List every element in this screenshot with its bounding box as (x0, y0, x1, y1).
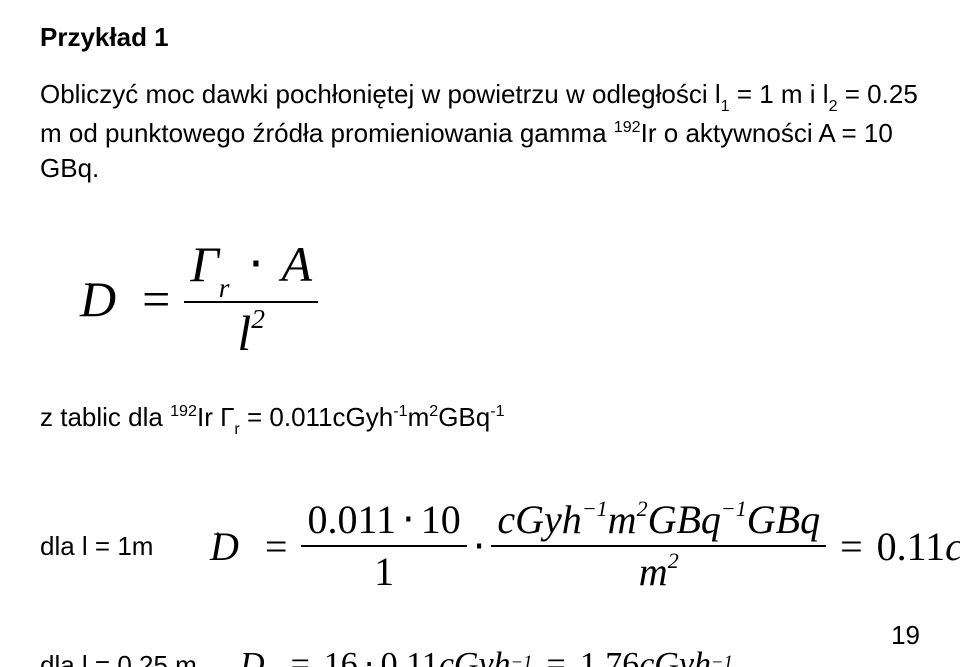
unit: GBq (648, 497, 721, 542)
numerator-units: cGyh−1m2GBq−1GBq (491, 497, 826, 543)
fraction: Γr ⋅ A l2 (184, 236, 318, 362)
num-val: 0.011 (307, 497, 396, 542)
unit: GBq (747, 497, 820, 542)
superscript-2: 2 (251, 303, 265, 334)
subscript-1: 1 (721, 97, 730, 115)
unit: cGyh (439, 646, 511, 667)
unit: cGyh (639, 646, 711, 667)
unit: cGyh (497, 497, 581, 542)
equation-case2: . D = 16 ⋅ 0.11cGyh−1 = 1.76cGyh−1 (240, 645, 733, 667)
denominator-units: m2 (633, 549, 685, 595)
sup-m1: −1 (582, 496, 608, 521)
subscript-r: r (219, 272, 230, 303)
text: GBq (438, 402, 490, 432)
equals-sign: = (840, 523, 863, 570)
superscript-2: 2 (429, 402, 438, 420)
superscript-192: 192 (614, 118, 641, 136)
heading: Przykład 1 (40, 22, 920, 53)
page: Przykład 1 Obliczyć moc dawki pochłonięt… (0, 0, 960, 667)
text: m (408, 402, 430, 432)
tables-line: z tablic dla 192Ir Γr = 0.011cGyh-1m2GBq… (40, 402, 920, 437)
case-025m: dla l = 0.25 m . D = 16 ⋅ 0.11cGyh−1 = 1… (40, 645, 920, 667)
dot-icon: . (86, 261, 93, 293)
para-text: Obliczyć moc dawki pochłoniętej w powiet… (40, 79, 721, 109)
case-label: dla l = 0.25 m (40, 650, 240, 667)
dot-icon: . (215, 515, 221, 541)
num-ten: 10 (421, 497, 461, 542)
sup-m1: −1 (511, 652, 533, 667)
equals-sign: = (547, 646, 566, 667)
text: z tablic dla (40, 402, 170, 432)
text: Ir Γ (197, 402, 234, 432)
case-label: dla l = 1m (40, 531, 210, 562)
result-unit: cGyh (945, 523, 960, 570)
cdot: ⋅ (402, 497, 415, 542)
value: 0.11 (381, 646, 439, 667)
d-dot: . D (240, 646, 265, 667)
para-text: = 1 m i l (730, 79, 829, 109)
superscript-192: 192 (170, 402, 197, 420)
subscript-r: r (234, 420, 239, 438)
fraction-coeff: 0.011⋅10 1 (301, 497, 466, 595)
equals-sign: = (142, 270, 170, 328)
equals-sign: = (265, 523, 288, 570)
value: 1.76 (580, 646, 640, 667)
result-value: 0.11 (877, 523, 946, 570)
subscript-2: 2 (829, 97, 838, 115)
d-dot: . D (210, 523, 239, 570)
sup-m1: −1 (721, 496, 747, 521)
case-1m: dla l = 1m . D = 0.011⋅10 1 ⋅ cGyh−1m2GB… (40, 497, 920, 595)
problem-statement: Obliczyć moc dawki pochłoniętej w powiet… (40, 77, 920, 186)
fraction-bar (301, 545, 466, 547)
sup-m1: −1 (711, 652, 733, 667)
fraction-units: cGyh−1m2GBq−1GBq m2 (491, 497, 826, 595)
d-dot: . D (80, 270, 116, 328)
unit: m (608, 497, 637, 542)
numerator: Γr ⋅ A (184, 236, 318, 299)
fraction-bar (491, 545, 826, 547)
l-symbol: l (237, 305, 251, 361)
page-number: 19 (891, 620, 920, 651)
text: = 0.011cGyh (240, 402, 393, 432)
a-symbol: A (281, 236, 312, 292)
equation-main: . D = Γr ⋅ A l2 (80, 236, 920, 362)
value: 16 (324, 646, 358, 667)
numerator: 0.011⋅10 (301, 497, 466, 543)
equals-sign: = (291, 646, 310, 667)
cdot: ⋅ (248, 236, 264, 292)
sup-2: 2 (637, 496, 648, 521)
cdot: ⋅ (473, 523, 486, 570)
sup-2: 2 (668, 548, 679, 573)
equation-case1: . D = 0.011⋅10 1 ⋅ cGyh−1m2GBq−1GBq m2 (210, 497, 960, 595)
denominator: 1 (368, 549, 400, 595)
unit: m (639, 549, 668, 594)
cdot: ⋅ (364, 645, 375, 667)
superscript-m1: -1 (490, 402, 504, 420)
gamma-symbol: Γ (190, 236, 218, 292)
denominator: l2 (231, 305, 271, 363)
dot-icon: . (244, 640, 249, 662)
superscript-m1: -1 (393, 402, 407, 420)
